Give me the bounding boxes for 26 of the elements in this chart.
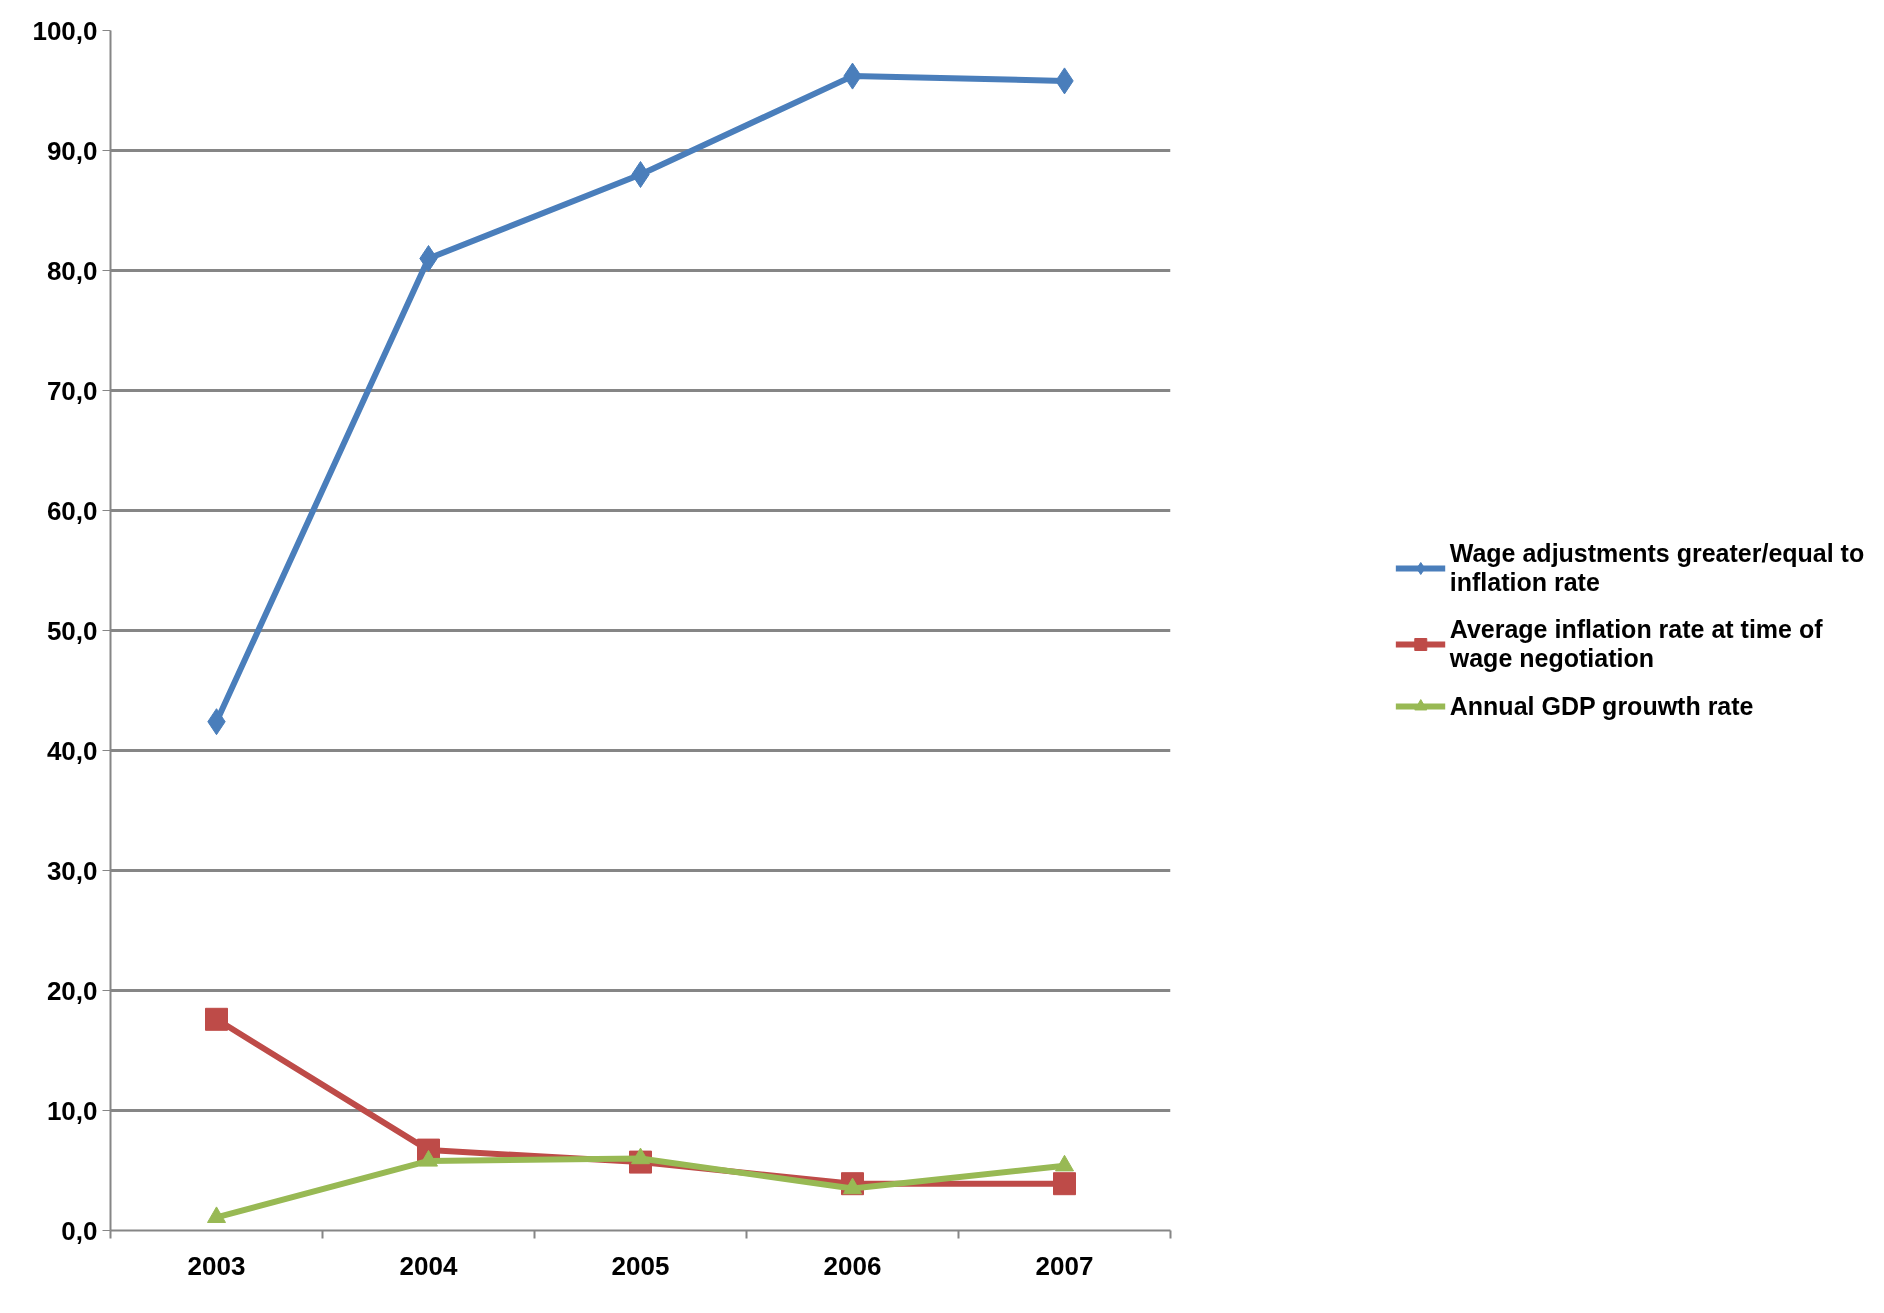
point — [205, 1007, 228, 1031]
y-tick-label: 0,0 — [61, 1215, 98, 1246]
y-tick-label: 50,0 — [46, 615, 98, 646]
legend-label: Average inflation rate at time of wage negotiation — [1449, 615, 1823, 673]
legend-label: Wage adjustments greater/equal to inflation rate — [1449, 539, 1865, 597]
y-tick-label: 30,0 — [46, 855, 98, 886]
point — [1053, 1172, 1076, 1196]
y-tick-label: 60,0 — [46, 495, 98, 526]
point — [419, 245, 438, 272]
x-tick-label: 2006 — [823, 1250, 882, 1281]
y-tick-label: 20,0 — [46, 975, 98, 1006]
point — [631, 161, 650, 188]
point — [1055, 1154, 1074, 1172]
y-tick-label: 90,0 — [46, 135, 98, 166]
x-tick-label: 2005 — [611, 1250, 670, 1281]
point — [419, 1150, 438, 1167]
y-tick-label: 40,0 — [46, 735, 98, 766]
legend-label: Annual GDP grouwth rate — [1449, 691, 1754, 721]
x-tick-label: 2003 — [187, 1250, 246, 1281]
y-tick-label: 70,0 — [46, 375, 98, 406]
y-tick-label: 100,0 — [32, 15, 98, 46]
point — [207, 1206, 226, 1223]
x-tick-label: 2007 — [1035, 1250, 1094, 1281]
y-tick-label: 10,0 — [46, 1095, 98, 1126]
y-tick-label: 80,0 — [46, 255, 98, 286]
x-tick-label: 2004 — [399, 1250, 458, 1281]
